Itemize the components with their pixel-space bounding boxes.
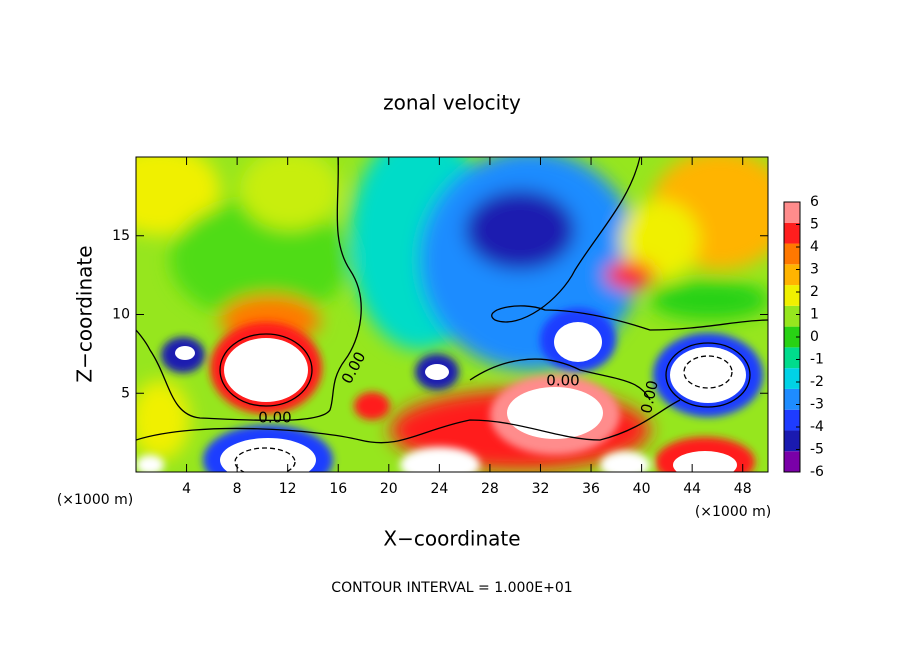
colorbar-swatch [784,451,800,472]
chart-title: zonal velocity [383,91,521,115]
x-tick-label: 48 [734,481,752,497]
x-tick-label: 8 [233,481,242,497]
colorbar-tick-label: 4 [810,239,819,255]
x-tick-label: 20 [380,481,398,497]
colorbar-swatch [784,368,800,389]
colorbar-swatch [784,305,800,327]
x-tick-label: 32 [532,481,550,497]
colorbar-tick-label: -2 [810,374,824,390]
colorbar-tick-label: -6 [810,464,824,480]
colorbar-tick-label: -3 [810,397,824,413]
x-axis-label: X−coordinate [383,527,520,551]
contour-field [136,157,768,472]
x-tick-label: 12 [279,481,297,497]
colorbar-tick-label: 6 [810,194,819,210]
colorbar-swatch [784,264,800,286]
footer: CONTOUR INTERVAL = 1.000E+01 [331,580,572,596]
colorbar-tick-label: 2 [810,284,819,300]
y-axis-label: Z−coordinate [73,245,97,382]
y-tick-label: 15 [112,228,130,244]
x-unit-label: (×1000 m) [695,504,771,520]
colorbar-swatch [784,388,800,410]
colorbar-tick-label: 1 [810,307,819,323]
x-tick-label: 36 [582,481,600,497]
x-tick-label: 16 [329,481,347,497]
colorbar-swatch [784,347,800,369]
y-tick-label: 5 [121,385,130,401]
y-tick-label: 10 [112,307,130,323]
colorbar-swatch [784,326,800,348]
colorbar-tick-label: -4 [810,419,824,435]
x-tick-label: 44 [683,481,701,497]
x-tick-label: 28 [481,481,499,497]
colorbar-swatch [784,222,800,244]
colorbar-tick-label: -1 [810,352,824,368]
contour-label: 0.00 [546,372,579,390]
x-tick-label: 40 [633,481,651,497]
colorbar-swatch [784,243,800,265]
colorbar-tick-label: 0 [810,329,819,345]
colorbar-tick-label: -5 [810,442,824,458]
colorbar-swatch [784,285,800,306]
colorbar-swatch [784,409,800,431]
x-tick-label: 4 [182,481,191,497]
colorbar-swatch [784,430,800,452]
colorbar-tick-label: 5 [810,217,819,233]
x-unit-label: (×1000 m) [57,492,133,508]
contour-label: 0.00 [258,409,291,427]
x-tick-label: 24 [430,481,448,497]
colorbar-tick-label: 3 [810,262,819,278]
colorbar-swatch [784,202,800,223]
